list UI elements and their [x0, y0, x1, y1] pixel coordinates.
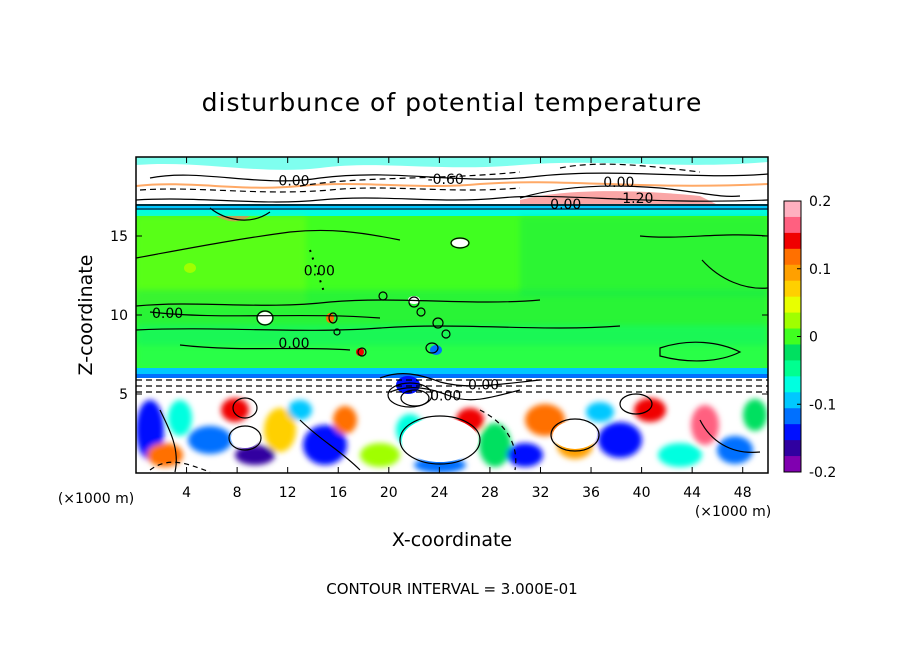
contour-label: 0.00 [468, 377, 499, 393]
contour-lines [136, 163, 768, 473]
colorbar-segment [784, 232, 801, 250]
colorbar-segment [784, 440, 801, 457]
x-tick-label: 48 [734, 485, 752, 501]
contour-label: 0.00 [278, 336, 309, 352]
contour-label: 0.00 [278, 173, 309, 189]
x-tick-label: 28 [481, 485, 499, 501]
colorbar-tick-label: 0 [809, 330, 818, 346]
colorbar-tick-label: 0.2 [809, 194, 831, 210]
x-tick-label: 40 [633, 485, 651, 501]
x-tick-label: 4 [182, 485, 191, 501]
colorbar-segment [784, 201, 801, 218]
colorbar: 0.2 0.1 0 -0.1 -0.2 [783, 194, 836, 481]
colorbar-segment [784, 344, 801, 361]
contour-interval-note: CONTOUR INTERVAL = 3.000E-01 [326, 580, 577, 598]
x-unit-label: (×1000 m) [695, 504, 771, 520]
colorbar-tick-label: -0.2 [809, 465, 836, 481]
x-tick-label: 36 [582, 485, 600, 501]
colorbar-tick-label: -0.1 [809, 397, 836, 413]
colorbar-segment [784, 360, 801, 377]
x-tick-label: 8 [233, 485, 242, 501]
x-tick-label: 12 [279, 485, 297, 501]
colorbar-segment [784, 376, 801, 393]
x-tick-label: 32 [532, 485, 550, 501]
colorbar-segment [784, 456, 801, 473]
colorbar-segment [784, 216, 801, 234]
colorbar-segment [784, 248, 801, 266]
heatmap-field [136, 157, 768, 473]
colorbar-segment [784, 328, 801, 345]
y-tick-label: 5 [119, 387, 128, 403]
colorbar-segment [784, 280, 801, 298]
y-unit-label: (×1000 m) [58, 491, 134, 507]
y-tick-label: 15 [110, 229, 128, 245]
contour-label: 0.00 [550, 197, 581, 213]
contour-label: -0.60 [428, 172, 464, 188]
x-axis-label: X-coordinate [392, 529, 512, 551]
x-tick-label: 24 [430, 485, 448, 501]
y-tick-label: 10 [110, 308, 128, 324]
contour-label: -1.20 [617, 191, 653, 207]
contour-label: 0.00 [603, 175, 634, 191]
colorbar-segment [784, 408, 801, 425]
chart-title: disturbunce of potential temperature [202, 88, 703, 117]
colorbar-segment [784, 296, 801, 314]
colorbar-segment [784, 264, 801, 282]
x-tick-label: 16 [329, 485, 347, 501]
contour-labels: 0.00 -0.60 0.00-1.200.000.000.000.000.000.… [152, 172, 653, 404]
colorbar-segment [784, 392, 801, 409]
contour-label: 0.00 [430, 388, 461, 404]
contour-label: 0.00 [304, 264, 335, 280]
colorbar-segment [784, 424, 801, 441]
y-axis: 5 10 15 [110, 229, 768, 403]
colorbar-tick-label: 0.1 [809, 262, 831, 278]
colorbar-segment [784, 312, 801, 330]
contour-label: 0.00 [152, 306, 183, 322]
y-axis-label: Z-coordinate [75, 255, 97, 376]
x-axis: 4 8 12 16 20 24 28 32 36 40 44 48 [182, 157, 752, 501]
x-tick-label: 44 [683, 485, 701, 501]
x-tick-label: 20 [380, 485, 398, 501]
